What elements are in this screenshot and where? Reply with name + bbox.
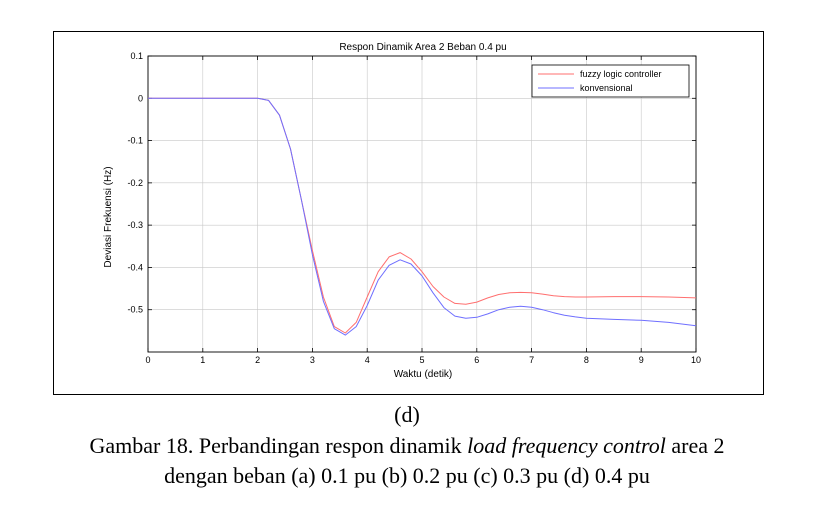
x-tick-label: 4 (365, 355, 370, 365)
figure-frame: 0 1 2 3 4 5 6 7 8 9 10 0.1 0 -0.1 -0.2 -0.3 -0.4 -0.5 Re… (53, 31, 764, 395)
x-tick-label: 1 (200, 355, 205, 365)
x-tick-label: 7 (529, 355, 534, 365)
y-tick-label: 0.1 (130, 51, 143, 61)
x-tick-label: 10 (691, 355, 701, 365)
y-tick-labels: 0.1 0 -0.1 -0.2 -0.3 -0.4 -0.5 (127, 51, 143, 315)
line-chart: 0 1 2 3 4 5 6 7 8 9 10 0.1 0 -0.1 -0.2 -0.3 -0.4 -0.5 Re… (103, 42, 701, 380)
tick-marks (147, 55, 697, 352)
y-tick-label: 0 (138, 93, 143, 103)
y-tick-label: -0.5 (127, 305, 143, 315)
caption-line2: dengan beban (a) 0.1 pu (b) 0.2 pu (c) 0… (164, 463, 650, 488)
y-tick-label: -0.1 (127, 136, 143, 146)
figure-caption: Gambar 18. Perbandingan respon dinamik l… (0, 431, 814, 491)
chart-title: Respon Dinamik Area 2 Beban 0.4 pu (339, 42, 506, 53)
y-tick-label: -0.2 (127, 178, 143, 188)
y-tick-label: -0.4 (127, 262, 143, 272)
x-tick-label: 5 (419, 355, 424, 365)
grid-lines (147, 55, 697, 352)
legend-box (531, 64, 690, 98)
x-tick-labels: 0 1 2 3 4 5 6 7 8 9 10 (145, 355, 701, 365)
caption-line1-italic: load frequency control (467, 433, 666, 458)
x-tick-label: 9 (639, 355, 644, 365)
legend: fuzzy logic controller konvensional (531, 64, 690, 98)
x-tick-label: 0 (145, 355, 150, 365)
x-tick-label: 3 (310, 355, 315, 365)
x-tick-label: 8 (584, 355, 589, 365)
x-tick-label: 2 (255, 355, 260, 365)
series-line-1 (148, 97, 697, 336)
caption-line1-suffix: area 2 (665, 433, 725, 458)
legend-label-0: fuzzy logic controller (580, 69, 662, 79)
x-axis-label: Waktu (detik) (394, 369, 453, 380)
legend-label-1: konvensional (580, 83, 633, 93)
caption-line1-prefix: Gambar 18. Perbandingan respon dinamik (89, 433, 468, 458)
series-lines (148, 97, 697, 336)
y-axis-label: Deviasi Frekuensi (Hz) (103, 166, 114, 267)
panel-label: (d) (394, 402, 420, 427)
x-tick-label: 6 (474, 355, 479, 365)
y-tick-label: -0.3 (127, 220, 143, 230)
